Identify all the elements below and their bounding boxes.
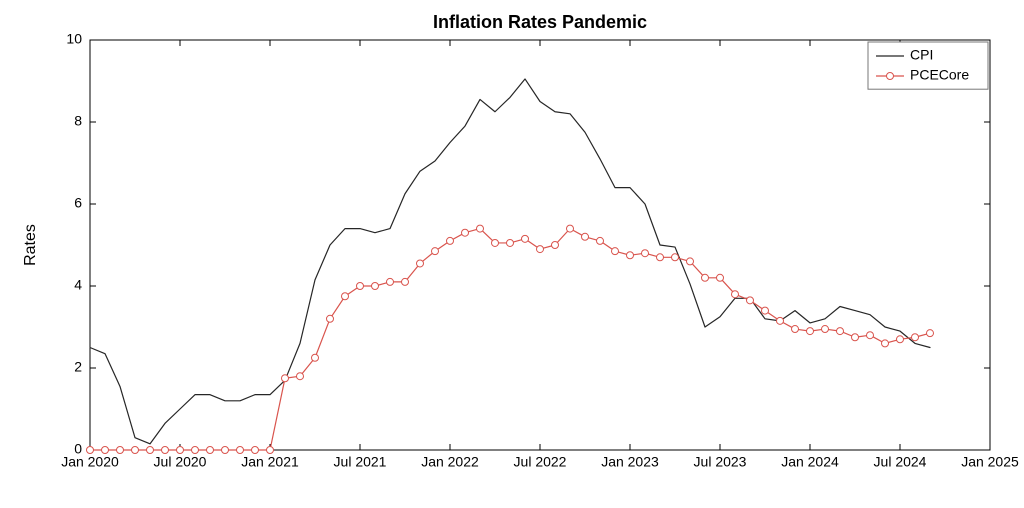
series-marker-pcecore: [432, 248, 439, 255]
series-marker-pcecore: [852, 334, 859, 341]
series-marker-pcecore: [522, 235, 529, 242]
series-marker-pcecore: [492, 239, 499, 246]
series-marker-pcecore: [207, 447, 214, 454]
x-tick-label: Jan 2025: [961, 453, 1019, 469]
series-marker-pcecore: [927, 330, 934, 337]
series-marker-pcecore: [387, 278, 394, 285]
y-tick-label: 8: [74, 113, 82, 129]
x-tick-label: Jul 2023: [694, 453, 747, 469]
series-marker-pcecore: [822, 326, 829, 333]
series-marker-pcecore: [462, 229, 469, 236]
chart-title: Inflation Rates Pandemic: [433, 12, 647, 32]
series-marker-pcecore: [672, 254, 679, 261]
x-tick-label: Jul 2022: [514, 453, 567, 469]
series-marker-pcecore: [552, 242, 559, 249]
series-marker-pcecore: [402, 278, 409, 285]
series-marker-pcecore: [252, 447, 259, 454]
series-marker-pcecore: [477, 225, 484, 232]
series-marker-pcecore: [192, 447, 199, 454]
series-marker-pcecore: [792, 326, 799, 333]
series-marker-pcecore: [612, 248, 619, 255]
legend-label: PCECore: [910, 67, 969, 83]
series-marker-pcecore: [282, 375, 289, 382]
series-marker-pcecore: [627, 252, 634, 259]
series-marker-pcecore: [372, 283, 379, 290]
series-marker-pcecore: [582, 233, 589, 240]
series-marker-pcecore: [882, 340, 889, 347]
series-marker-pcecore: [147, 447, 154, 454]
series-marker-pcecore: [597, 237, 604, 244]
x-tick-label: Jan 2022: [421, 453, 479, 469]
series-marker-pcecore: [762, 307, 769, 314]
series-marker-pcecore: [237, 447, 244, 454]
series-marker-pcecore: [102, 447, 109, 454]
series-marker-pcecore: [117, 447, 124, 454]
series-marker-pcecore: [567, 225, 574, 232]
x-tick-label: Jul 2020: [154, 453, 207, 469]
series-marker-pcecore: [537, 246, 544, 253]
chart-svg: Inflation Rates PandemicRates0246810Jan …: [0, 0, 1024, 508]
y-tick-label: 4: [74, 277, 82, 293]
inflation-chart: Inflation Rates PandemicRates0246810Jan …: [0, 0, 1024, 508]
series-marker-pcecore: [507, 239, 514, 246]
y-axis-label: Rates: [22, 224, 39, 266]
series-marker-pcecore: [357, 283, 364, 290]
series-marker-pcecore: [447, 237, 454, 244]
legend-label: CPI: [910, 47, 933, 63]
series-marker-pcecore: [687, 258, 694, 265]
series-marker-pcecore: [162, 447, 169, 454]
y-tick-label: 10: [66, 31, 82, 47]
series-marker-pcecore: [417, 260, 424, 267]
x-tick-label: Jul 2024: [874, 453, 927, 469]
series-marker-pcecore: [267, 447, 274, 454]
x-tick-label: Jan 2021: [241, 453, 299, 469]
series-marker-pcecore: [222, 447, 229, 454]
series-marker-pcecore: [897, 336, 904, 343]
series-marker-pcecore: [297, 373, 304, 380]
series-marker-pcecore: [837, 328, 844, 335]
series-marker-pcecore: [87, 447, 94, 454]
series-marker-pcecore: [177, 447, 184, 454]
series-marker-pcecore: [642, 250, 649, 257]
series-marker-pcecore: [132, 447, 139, 454]
series-marker-pcecore: [747, 297, 754, 304]
series-marker-pcecore: [327, 315, 334, 322]
legend-swatch-marker: [887, 73, 894, 80]
series-marker-pcecore: [732, 291, 739, 298]
y-tick-label: 2: [74, 359, 82, 375]
series-marker-pcecore: [912, 334, 919, 341]
series-marker-pcecore: [807, 328, 814, 335]
series-marker-pcecore: [702, 274, 709, 281]
y-tick-label: 6: [74, 195, 82, 211]
x-tick-label: Jan 2024: [781, 453, 839, 469]
x-tick-label: Jul 2021: [334, 453, 387, 469]
series-marker-pcecore: [312, 354, 319, 361]
series-marker-pcecore: [777, 317, 784, 324]
series-marker-pcecore: [867, 332, 874, 339]
series-marker-pcecore: [657, 254, 664, 261]
x-tick-label: Jan 2020: [61, 453, 119, 469]
x-tick-label: Jan 2023: [601, 453, 659, 469]
series-marker-pcecore: [717, 274, 724, 281]
series-marker-pcecore: [342, 293, 349, 300]
